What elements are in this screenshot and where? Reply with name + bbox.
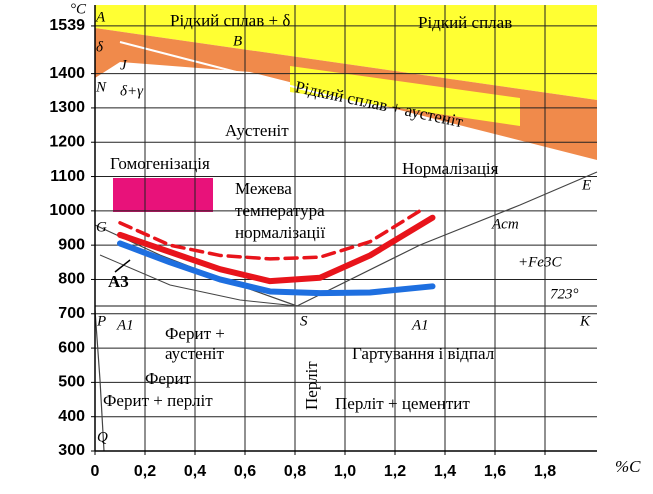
y-tick-label: 800 xyxy=(58,271,85,288)
point-label: S xyxy=(300,313,308,329)
point-label: A1 xyxy=(411,317,429,333)
y-tick-label: 1000 xyxy=(49,202,85,219)
x-tick-label: 0,8 xyxy=(284,463,306,480)
x-tick-label: 0,4 xyxy=(184,463,206,480)
phase-line-a3-lower xyxy=(99,254,298,307)
y-tick-label: 300 xyxy=(58,442,85,459)
y-tick-label: 500 xyxy=(58,374,85,391)
series-line xyxy=(117,240,436,297)
point-label: A1 xyxy=(116,317,134,333)
annotation: Гартування і відпал xyxy=(352,344,495,363)
point-label: N xyxy=(95,79,107,95)
point-label: B xyxy=(233,33,242,49)
liquid-region xyxy=(95,5,597,100)
point-label: K xyxy=(579,313,591,329)
series-line xyxy=(118,209,422,261)
point-label: G xyxy=(96,219,107,235)
point-label: E xyxy=(581,177,591,193)
annotation: Рідкий сплав + δ xyxy=(170,11,290,30)
annotation: нормалізації xyxy=(235,223,325,242)
annotation: +Fe3C xyxy=(518,254,562,270)
y-tick-label: 400 xyxy=(58,408,85,425)
point-label: A xyxy=(95,9,106,25)
solidus-line xyxy=(119,41,598,166)
annotation: Аустеніт xyxy=(225,121,289,140)
x-tick-label: 1,4 xyxy=(434,463,456,480)
annotation: Рідкий сплав xyxy=(418,13,512,32)
annotation: Ферит + xyxy=(165,324,225,343)
point-label: P xyxy=(96,313,106,329)
x-tick-label: 1,6 xyxy=(484,463,506,480)
y-tick-label: 1400 xyxy=(49,65,85,82)
y-tick-label: 900 xyxy=(58,236,85,253)
point-label: δ xyxy=(96,39,104,55)
point-label: Q xyxy=(97,429,108,445)
y-tick-label: 1200 xyxy=(49,133,85,150)
series-line xyxy=(117,214,436,285)
y-unit: °C xyxy=(70,1,87,17)
y-tick-label: 1300 xyxy=(49,99,85,116)
liquid-austenite-strip xyxy=(290,66,520,126)
annotation: Гомогенізація xyxy=(110,154,210,173)
point-label: J xyxy=(120,57,128,73)
homogenization-zone xyxy=(113,178,213,212)
annotation: Перліт + цементит xyxy=(335,394,470,413)
annotation: Нормалізація xyxy=(402,159,499,178)
x-tick-label: 1,8 xyxy=(534,463,556,480)
annotation: Перліт xyxy=(302,361,321,410)
annotation: A3 xyxy=(108,272,129,291)
annotation: температура xyxy=(235,201,325,220)
x-tick-label: 0,6 xyxy=(234,463,256,480)
y-tick-label: 700 xyxy=(58,305,85,322)
annotation: Ферит xyxy=(145,369,192,388)
x-unit: %C xyxy=(615,457,641,476)
x-tick-label: 0 xyxy=(91,463,100,480)
annotation: 723° xyxy=(550,286,579,302)
x-tick-label: 0,2 xyxy=(134,463,156,480)
x-tick-label: 1,0 xyxy=(334,463,356,480)
annotation: Межева xyxy=(235,179,292,198)
arrow xyxy=(114,259,131,273)
phase-line-pq xyxy=(94,309,105,452)
point-label: δ+γ xyxy=(120,83,144,99)
annotation: Ферит + перліт xyxy=(103,391,213,410)
annotation: аустеніт xyxy=(165,344,225,363)
phase-line-se xyxy=(296,171,598,307)
y-tick-label: 600 xyxy=(58,339,85,356)
point-label: Acm xyxy=(491,216,519,232)
y-tick-label: 1539 xyxy=(49,17,85,34)
y-tick-label: 1100 xyxy=(50,168,85,185)
x-tick-label: 1,2 xyxy=(384,463,406,480)
